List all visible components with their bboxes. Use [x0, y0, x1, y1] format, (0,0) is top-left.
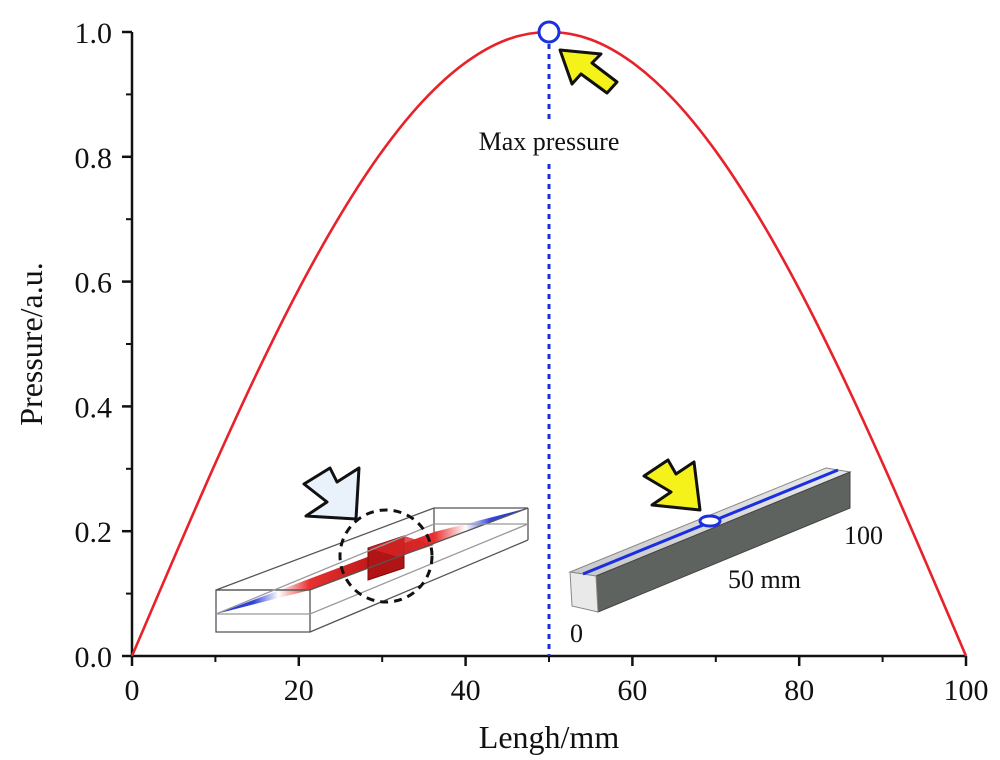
y-tick-label: 0.2	[75, 516, 113, 549]
x-tick-label: 40	[451, 674, 481, 707]
max-label-background	[454, 122, 644, 164]
y-tick-label: 0.8	[75, 142, 113, 175]
ticks	[122, 30, 968, 666]
y-axis-title: Pressure/a.u.	[13, 262, 49, 426]
inset-field-plot	[215, 466, 529, 633]
inset-highlight-circle	[338, 508, 434, 604]
inset-yellow-arrow	[642, 458, 702, 512]
x-tick-label: 100	[944, 674, 989, 707]
inset-field-peak-side	[368, 536, 434, 557]
x-tick-label: 20	[284, 674, 314, 707]
x-tick-label: 80	[784, 674, 814, 707]
x-tick-label: 0	[125, 674, 140, 707]
x-tick-label: 60	[617, 674, 647, 707]
x-axis-title: Lengh/mm	[479, 719, 620, 755]
inset-label-mid: 50 mm	[728, 565, 801, 594]
inset-bar-front	[595, 471, 851, 613]
y-tick-label: 0.6	[75, 267, 113, 300]
inset-bar-end	[569, 571, 599, 613]
inset-white-arrow	[302, 466, 361, 521]
tick-labels: 0 20 40 60 80 100 0.0 0.2 0.4 0.6 0.8 1.0	[75, 17, 989, 707]
y-tick-label: 0.0	[75, 641, 113, 674]
inset-bar-geometry: 50 mm 100 0	[568, 458, 883, 648]
inset-label-end: 100	[844, 521, 883, 550]
max-pressure-label: Max pressure	[479, 127, 620, 156]
inset-bar-marker	[698, 514, 722, 528]
y-tick-label: 0.4	[75, 391, 113, 424]
max-pressure-marker	[537, 20, 561, 44]
inset-label-start: 0	[570, 619, 583, 648]
max-pressure-yellow-arrow	[558, 48, 619, 95]
y-tick-label: 1.0	[75, 17, 113, 50]
